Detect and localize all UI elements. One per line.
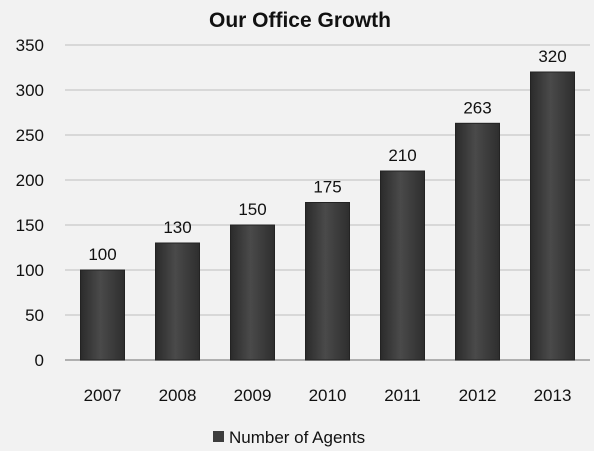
bar [305,202,350,361]
data-label: 100 [88,245,116,264]
x-tick-label: 2013 [534,386,572,405]
data-label: 175 [313,178,341,197]
data-label: 150 [238,200,266,219]
x-tick-label: 2008 [159,386,197,405]
y-tick-label: 0 [35,351,44,370]
bar [530,71,575,361]
data-label: 130 [163,218,191,237]
data-label: 320 [538,47,566,66]
y-tick-label: 100 [16,261,44,280]
y-tick-label: 200 [16,171,44,190]
legend-swatch [213,431,224,442]
x-tick-label: 2009 [234,386,272,405]
x-tick-label: 2011 [384,386,421,405]
data-label: 210 [388,146,416,165]
data-label: 263 [463,98,491,117]
bar [455,122,500,361]
legend: Number of Agents [213,428,365,447]
y-axis-ticks: 0 50 100 150 200 250 300 350 [16,36,44,370]
x-tick-label: 2012 [459,386,497,405]
bar [80,269,125,361]
y-tick-label: 250 [16,126,44,145]
x-tick-label: 2007 [84,386,122,405]
y-tick-label: 300 [16,81,44,100]
y-tick-label: 50 [25,306,44,325]
legend-label: Number of Agents [229,428,365,447]
chart-title: Our Office Growth [209,9,391,32]
x-axis-ticks: 2007 2008 2009 2010 2011 2012 2013 [84,386,572,405]
bars [80,71,575,361]
y-tick-label: 150 [16,216,44,235]
y-tick-label: 350 [16,36,44,55]
bar [380,170,425,361]
data-labels: 100 130 150 175 210 263 320 [88,47,566,264]
bar [155,242,200,361]
x-tick-label: 2010 [309,386,347,405]
bar [230,224,275,361]
grid-lines [65,44,590,361]
